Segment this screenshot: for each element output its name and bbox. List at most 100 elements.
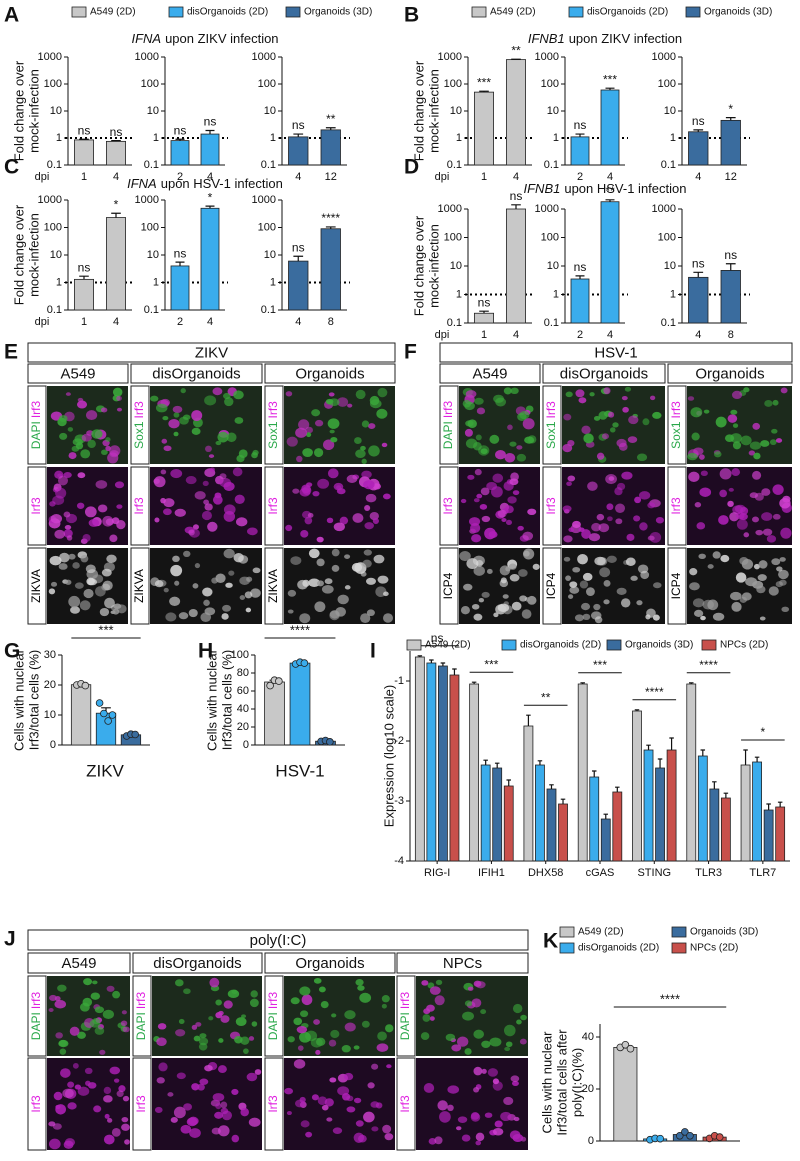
cell xyxy=(106,1117,113,1123)
cell xyxy=(60,1068,71,1078)
cell xyxy=(58,1039,67,1047)
cell xyxy=(203,599,210,606)
data-point xyxy=(675,1132,684,1140)
cell xyxy=(615,518,623,525)
cell xyxy=(736,519,748,530)
cell xyxy=(232,467,243,477)
title-text: upon ZIKV infection xyxy=(165,31,278,46)
cell xyxy=(634,496,642,504)
row-label-box xyxy=(439,385,459,465)
cell xyxy=(511,601,522,611)
significance: ns xyxy=(174,246,187,260)
cell xyxy=(251,1021,258,1027)
cell xyxy=(347,403,353,408)
cell xyxy=(317,580,324,587)
cell xyxy=(103,1095,113,1103)
cell xyxy=(63,511,71,518)
cell xyxy=(572,520,581,529)
cell xyxy=(371,1126,379,1132)
cell xyxy=(731,390,743,400)
cell xyxy=(565,575,572,581)
row-label-part: Irf3 xyxy=(29,497,43,515)
cell xyxy=(307,512,314,518)
row-label-part: Sox1 xyxy=(266,421,280,449)
cell xyxy=(464,401,475,411)
error-bar xyxy=(483,759,488,765)
significance: ns xyxy=(292,240,305,254)
cell xyxy=(516,1019,522,1025)
cell xyxy=(517,525,524,531)
y-tick-label: 100 xyxy=(258,78,276,90)
cell xyxy=(157,1023,167,1030)
cell xyxy=(328,1039,337,1047)
cell xyxy=(191,1024,198,1030)
cell xyxy=(581,529,591,539)
x-tick-label: 2 xyxy=(577,171,583,183)
cell xyxy=(54,1000,67,1009)
x-tick-label: RIG-I xyxy=(424,867,450,879)
cell xyxy=(372,518,379,525)
cell xyxy=(299,613,311,624)
cell xyxy=(434,1136,443,1145)
cell xyxy=(769,439,777,446)
cell xyxy=(470,1112,481,1122)
bar xyxy=(473,312,494,324)
cell xyxy=(55,1032,63,1039)
column-header: Organoids xyxy=(695,365,764,382)
row-label-box xyxy=(439,466,459,546)
cell xyxy=(80,449,91,459)
cell xyxy=(217,431,229,443)
cell xyxy=(475,1132,485,1142)
cell xyxy=(235,517,248,527)
cell xyxy=(363,1111,375,1123)
cell xyxy=(504,1046,511,1052)
cell xyxy=(222,604,232,612)
row-label: Irf3 xyxy=(441,497,455,515)
cell xyxy=(715,416,727,428)
y-tick-label: 0.1 xyxy=(661,317,676,329)
panel-letter: K xyxy=(543,930,558,953)
row-label-box xyxy=(264,385,284,465)
significance: ns xyxy=(204,115,217,129)
cell xyxy=(473,1066,483,1076)
row-label-box xyxy=(27,1057,47,1151)
data-point xyxy=(621,1041,630,1049)
cell xyxy=(223,481,235,491)
row-label-part: Irf3 xyxy=(441,401,455,419)
bar xyxy=(535,764,545,862)
y-axis-label: poly(I:C)(%) xyxy=(569,1048,584,1117)
cell xyxy=(233,553,244,563)
legend-label: disOrganoids (2D) xyxy=(187,7,268,18)
cell xyxy=(328,398,340,406)
header-label: poly(I:C) xyxy=(250,932,307,949)
y-axis-label: mock-infection xyxy=(426,224,441,308)
x-tick-label: 4 xyxy=(207,171,213,183)
significance: ns xyxy=(431,631,444,645)
significance: ns xyxy=(78,123,91,137)
cell xyxy=(116,604,127,614)
cell xyxy=(121,1010,127,1015)
cell xyxy=(598,411,608,420)
cell xyxy=(194,491,206,500)
cell xyxy=(583,433,594,444)
cell xyxy=(287,609,294,614)
x-axis-label: dpi xyxy=(435,329,450,341)
cell xyxy=(161,438,168,444)
row-label-box xyxy=(542,385,562,465)
cell xyxy=(772,399,779,406)
data-point xyxy=(686,1132,694,1140)
column-header: disOrganoids xyxy=(153,955,241,972)
cell xyxy=(293,1017,303,1026)
bar xyxy=(170,265,190,311)
cell xyxy=(215,440,222,446)
chart-title: IFNA upon ZIKV infection xyxy=(131,31,278,46)
cell xyxy=(199,1078,209,1085)
bar xyxy=(643,749,654,862)
row-label: ICP4 xyxy=(669,572,683,599)
cell xyxy=(218,1010,224,1016)
cell xyxy=(601,433,609,440)
cell xyxy=(364,522,374,530)
cell xyxy=(346,474,358,484)
cell xyxy=(752,580,764,589)
row-label: Sox1 Irf3 xyxy=(132,401,146,449)
